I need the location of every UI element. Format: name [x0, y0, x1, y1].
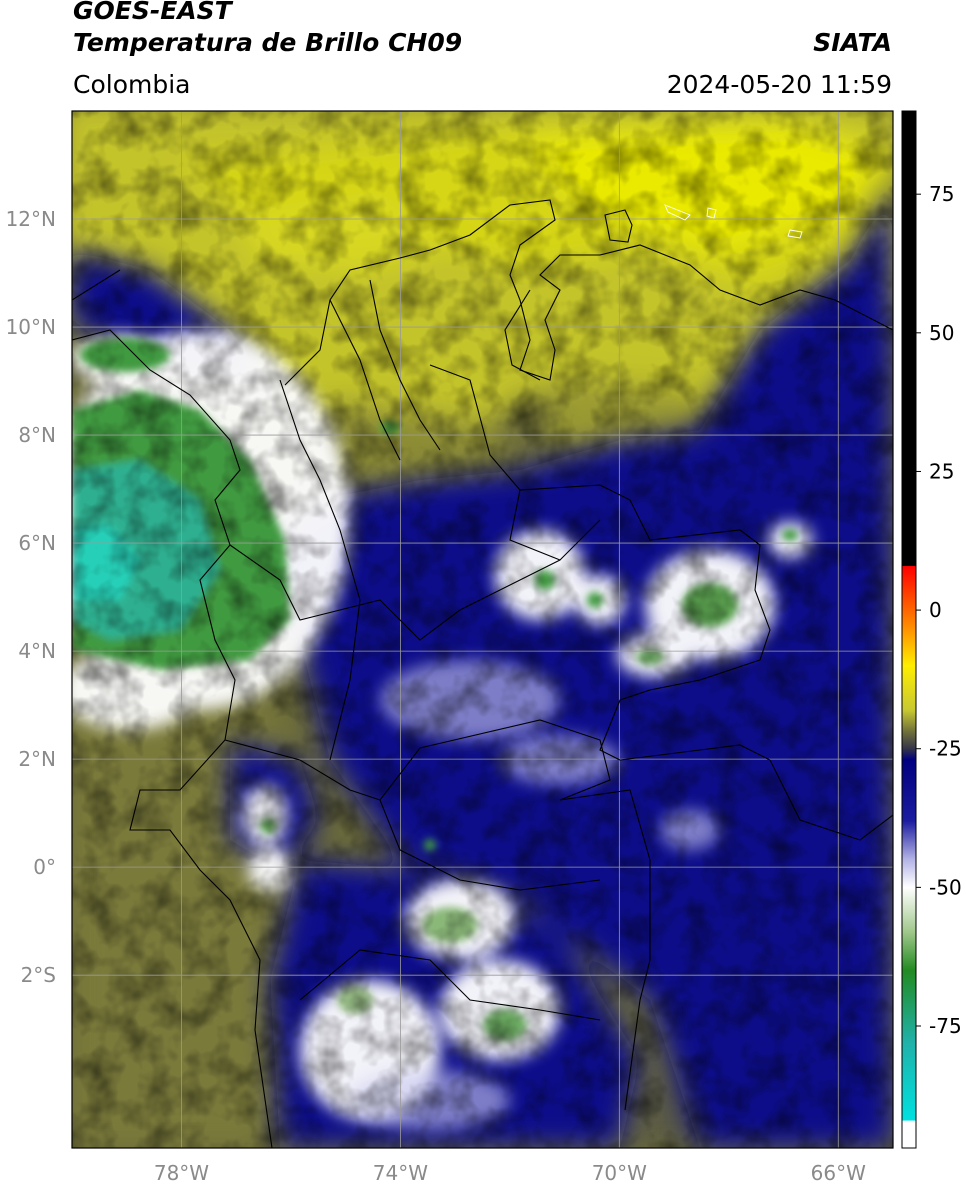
satellite-title: GOES-EAST [73, 0, 232, 25]
temperature-colorbar: 75 50 25 0 -25 -50 -75 [901, 110, 962, 1149]
lat-tick-label: 4°N [18, 639, 56, 663]
colorbar-scale [901, 110, 917, 1149]
colorbar-tick-label: 25 [929, 459, 954, 483]
colorbar-ticks: 75 50 25 0 -25 -50 -75 [916, 182, 962, 1038]
political-boundaries [72, 199, 893, 1148]
colorbar-tick-label: 75 [929, 182, 954, 206]
timestamp-label: 2024-05-20 11:59 [666, 70, 892, 99]
colorbar-tick-label: -25 [929, 737, 962, 761]
lat-tick-label: 10°N [6, 315, 56, 339]
lat-tick-label: 2°S [21, 963, 56, 987]
latitude-tick-labels: 12°N 10°N 8°N 6°N 4°N 2°N 0° 2°S [6, 207, 56, 987]
product-title: Temperatura de Brillo CH09 [73, 28, 463, 57]
brightness-temperature-image [72, 111, 893, 1148]
lat-tick-label: 2°N [18, 747, 56, 771]
lon-tick-label: 74°W [373, 1161, 428, 1185]
lon-tick-label: 70°W [592, 1161, 647, 1185]
colorbar-tick-label: -75 [929, 1014, 962, 1038]
lat-tick-label: 0° [33, 855, 56, 879]
graticule [72, 111, 893, 1148]
longitude-tick-labels: 78°W 74°W 70°W 66°W [154, 1161, 866, 1185]
region-label: Colombia [73, 70, 191, 99]
lat-tick-label: 12°N [6, 207, 56, 231]
lon-tick-label: 78°W [154, 1161, 209, 1185]
colorbar-tick-label: 50 [929, 321, 954, 345]
lon-tick-label: 66°W [811, 1161, 866, 1185]
agency-label: SIATA [813, 28, 892, 57]
map-frame [71, 110, 894, 1149]
colorbar-tick-label: -50 [929, 875, 962, 899]
colorbar-tick-label: 0 [929, 598, 942, 622]
lat-tick-label: 8°N [18, 423, 56, 447]
lat-tick-label: 6°N [18, 531, 56, 555]
island-outlines [664, 204, 803, 239]
